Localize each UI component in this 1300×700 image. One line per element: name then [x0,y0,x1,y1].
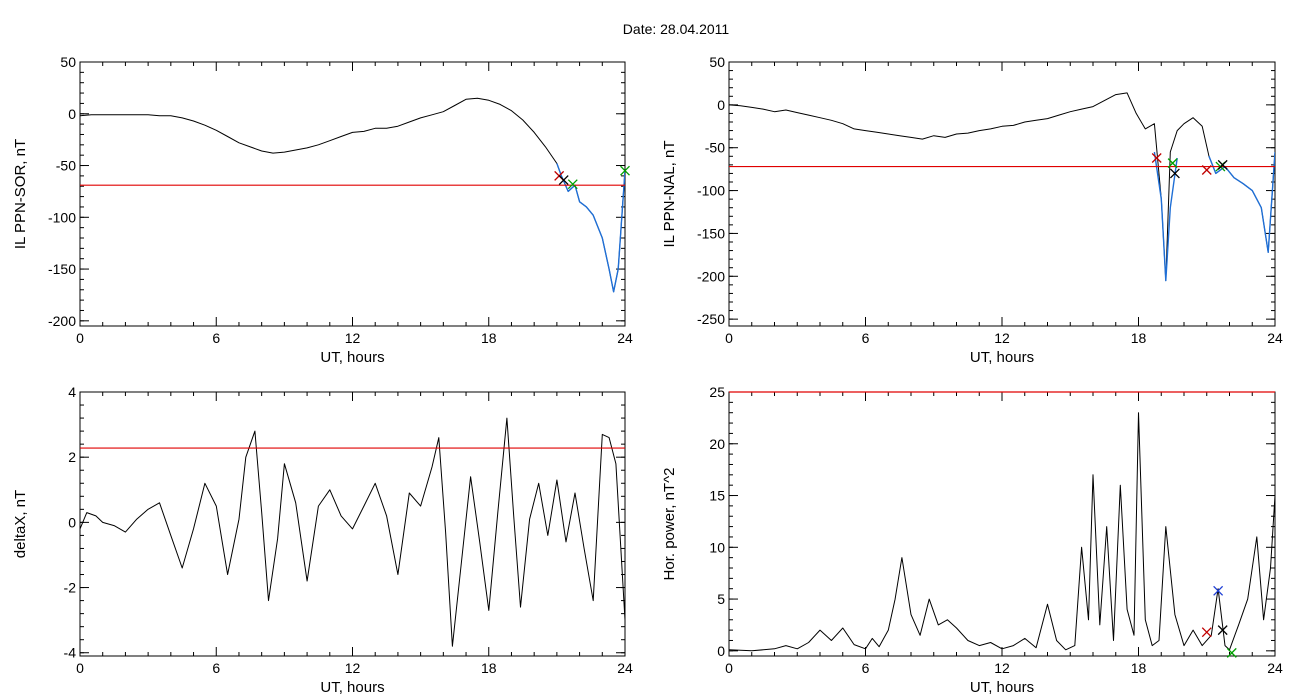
x-tick-label: 12 [994,660,1010,676]
x-tick-label: 12 [345,660,361,676]
x-tick-label: 18 [1131,330,1147,346]
y-axis-title: deltaX, nT [12,490,29,558]
x-tick-label: 6 [212,330,220,346]
plot-frame [728,391,1276,657]
x-tick-label: 24 [1267,660,1283,676]
highlight-series-line [556,163,625,293]
event-marker [1201,627,1212,638]
x-axis-title: UT, hours [970,349,1034,366]
event-marker [1217,159,1228,170]
y-axis-title: IL PPN-SOR, nT [12,139,29,249]
y-axis-title: Hor. power, nT^2 [661,468,678,581]
plot-frame [79,61,626,327]
plot-frame [728,61,1276,327]
y-tick-label: 50 [60,54,76,70]
y-tick-label: 5 [717,591,725,607]
series-line [80,97,625,293]
x-tick-label: 0 [725,660,733,676]
date-label: Date: 28.04.2011 [623,21,730,37]
y-tick-label: 15 [709,488,725,504]
event-marker [620,165,630,176]
y-axis-title: IL PPN-NAL, nT [661,141,678,248]
y-tick-label: 2 [68,449,76,465]
highlight-series-line [1153,151,1178,282]
event-marker [1151,153,1162,163]
y-tick-label: -100 [48,209,76,225]
x-tick-label: 6 [212,660,220,676]
event-marker [1217,625,1228,636]
y-tick-label: -250 [697,311,725,327]
y-tick-label: 10 [709,539,725,555]
y-tick-label: -200 [48,313,76,329]
plot-frame [79,391,626,657]
x-axis-title: UT, hours [320,349,384,366]
y-tick-label: -50 [56,158,76,174]
x-tick-label: 0 [76,330,84,346]
event-marker [1213,585,1224,596]
y-tick-label: -150 [48,261,76,277]
x-tick-label: 18 [481,660,497,676]
x-tick-label: 0 [76,660,84,676]
y-tick-label: -50 [705,140,725,156]
x-tick-label: 12 [994,330,1010,346]
y-tick-label: -150 [697,225,725,241]
x-tick-label: 18 [1131,660,1147,676]
series-line [80,417,625,647]
panel-nal: 0 6 12 18 24 -250 -200 -150 -100 -50 0 50 UT, hours I… [661,54,1283,366]
event-marker [1169,168,1180,179]
x-tick-label: 18 [481,330,497,346]
panel-sor: 0 6 12 18 24 -200 -150 -100 -50 0 50 UT, hours IL PP… [12,54,633,366]
y-tick-label: -4 [64,645,77,661]
event-marker [558,175,569,185]
highlight-series-line [1208,151,1275,254]
y-tick-label: -100 [697,183,725,199]
event-marker [1167,158,1178,169]
panel-power: 0 6 12 18 24 0 5 10 15 20 25 UT, hours Hor. power, n… [661,384,1283,696]
y-tick-label: 0 [68,106,76,122]
y-tick-label: 0 [68,514,76,530]
series-line [729,412,1275,652]
y-tick-label: -2 [64,580,77,596]
x-tick-label: 24 [617,660,633,676]
x-tick-label: 6 [862,660,870,676]
x-tick-label: 0 [725,330,733,346]
event-marker [1201,165,1212,175]
x-tick-label: 24 [1267,330,1283,346]
y-tick-label: -200 [697,268,725,284]
event-marker [567,179,578,190]
y-tick-label: 0 [717,643,725,659]
event-marker [1226,647,1237,658]
y-tick-label: 50 [709,54,725,70]
y-tick-label: 25 [709,384,725,400]
x-tick-label: 6 [862,330,870,346]
x-axis-title: UT, hours [970,679,1034,696]
x-axis-title: UT, hours [320,679,384,696]
x-tick-label: 12 [345,330,361,346]
x-tick-label: 24 [617,330,633,346]
series-line [729,92,1275,282]
y-tick-label: 20 [709,436,725,452]
y-tick-label: 4 [68,384,76,400]
y-tick-label: 0 [717,97,725,113]
